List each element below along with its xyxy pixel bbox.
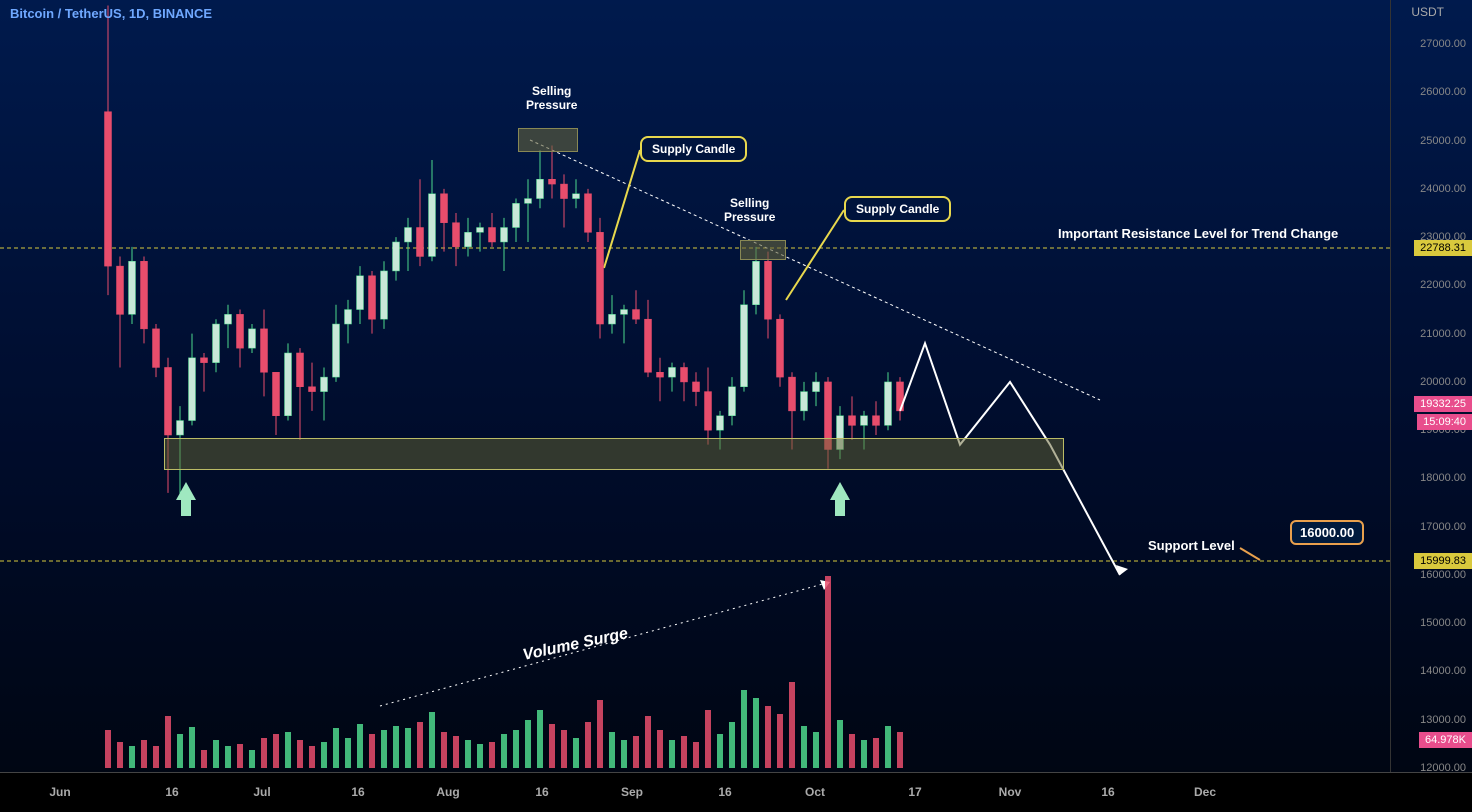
y-tick: 21000.00 [1420,328,1466,340]
y-tick: 24000.00 [1420,183,1466,195]
chart-title: Bitcoin / TetherUS, 1D, BINANCE [10,6,212,21]
x-tick: Jul [253,785,270,799]
support-zone-rect [164,438,1064,470]
x-tick: Sep [621,785,643,799]
price-marker: 22788.31 [1414,240,1472,256]
arrow-up-icon [176,482,196,500]
supply-candle-label-2: Supply Candle [844,196,951,222]
x-tick: 16 [1101,785,1114,799]
price-marker: 15999.83 [1414,553,1472,569]
selling-pressure-label-1: Selling Pressure [526,84,577,112]
x-tick: 16 [535,785,548,799]
y-tick: 16000.00 [1420,569,1466,581]
y-tick: 17000.00 [1420,521,1466,533]
y-tick: 15000.00 [1420,617,1466,629]
selling-pressure-zone-1 [518,128,578,152]
x-tick: Dec [1194,785,1216,799]
y-tick: 18000.00 [1420,472,1466,484]
x-tick: 16 [351,785,364,799]
y-tick: 22000.00 [1420,279,1466,291]
y-tick: 14000.00 [1420,665,1466,677]
y-tick: 26000.00 [1420,86,1466,98]
supply-candle-label-1: Supply Candle [640,136,747,162]
price-marker: 15:09:40 [1417,414,1472,430]
support-label: Support Level [1148,538,1235,553]
x-tick: 16 [165,785,178,799]
x-tick: Aug [436,785,459,799]
x-tick: 17 [908,785,921,799]
y-tick: 13000.00 [1420,714,1466,726]
y-tick: 25000.00 [1420,135,1466,147]
x-tick: 16 [718,785,731,799]
x-tick: Jun [49,785,70,799]
y-tick: 20000.00 [1420,376,1466,388]
arrow-up-icon [830,482,850,500]
price-axis: 27000.0026000.0025000.0024000.0023000.00… [1390,0,1472,772]
chart-canvas[interactable] [0,0,1390,772]
resistance-label: Important Resistance Level for Trend Cha… [1058,226,1338,241]
selling-pressure-zone-2 [740,240,786,260]
price-marker: 19332.25 [1414,396,1472,412]
x-tick: Oct [805,785,825,799]
price-target: 16000.00 [1290,520,1364,545]
selling-pressure-label-2: Selling Pressure [724,196,775,224]
time-axis: Jun 16 Jul 16 Aug 16 Sep 16 Oct 17 Nov 16 Dec [0,772,1472,812]
price-marker: 64.978K [1419,732,1472,748]
y-tick: 27000.00 [1420,38,1466,50]
x-tick: Nov [999,785,1022,799]
